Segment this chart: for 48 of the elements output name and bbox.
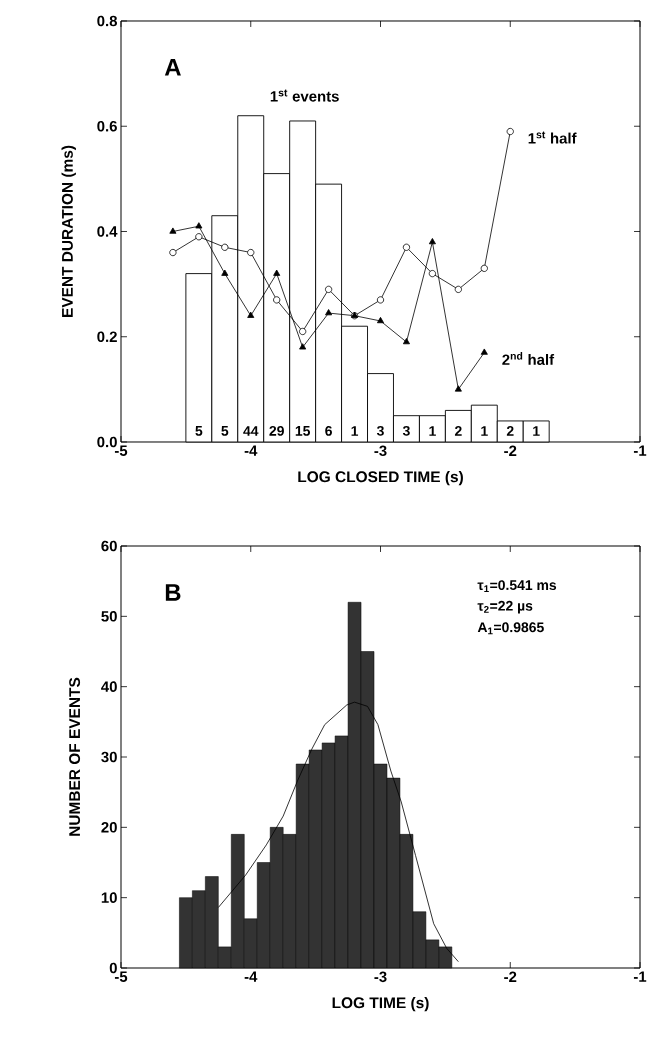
annotation: 3 xyxy=(402,425,410,436)
annotation: 5 xyxy=(195,426,203,436)
annotation: 15 xyxy=(295,426,311,436)
annotation: B xyxy=(165,584,181,601)
annotation: 44 xyxy=(243,426,259,436)
x-axis-title: LOG TIME (s) xyxy=(332,996,429,1012)
y-tick-label: 10 xyxy=(101,892,117,903)
series-label: 2$^{nd}$ half xyxy=(502,352,555,365)
y-tick-label: 60 xyxy=(101,540,117,552)
annotation: 2 xyxy=(454,426,462,436)
x-tick-label: -2 xyxy=(504,971,517,982)
x-tick-label: -4 xyxy=(244,971,258,982)
x-tick-label: -5 xyxy=(114,445,128,456)
annotation: τ$_{1}$=0.541 ms xyxy=(477,580,557,593)
y-tick-label: 30 xyxy=(101,751,117,763)
y-tick-label: 40 xyxy=(101,681,117,692)
y-tick-label: 50 xyxy=(101,611,117,622)
y-tick-label: 0.0 xyxy=(97,436,117,448)
y-axis-title: EVENT DURATION (ms) xyxy=(61,145,76,317)
annotation: A$_{1}$=0.9865 xyxy=(477,622,544,635)
y-tick-label: 0.2 xyxy=(97,331,117,343)
annotation: 29 xyxy=(269,425,284,436)
annotation: 1 xyxy=(481,426,488,436)
annotation: A xyxy=(164,59,181,76)
annotation: 2 xyxy=(506,426,514,436)
y-axis-title: NUMBER OF EVENTS xyxy=(69,677,81,836)
annotation: τ$_{2}$=22 µs xyxy=(477,600,533,614)
series-label: 1$^{st}$ events xyxy=(270,89,339,102)
annotation: 5 xyxy=(221,426,229,436)
annotation: 1 xyxy=(429,426,436,436)
x-tick-label: -1 xyxy=(633,971,647,982)
x-tick-label: -4 xyxy=(244,445,258,456)
x-tick-label: -3 xyxy=(374,971,387,983)
x-tick-label: -5 xyxy=(114,971,128,982)
annotation: 1 xyxy=(351,426,359,436)
y-tick-label: 0.6 xyxy=(97,120,117,132)
x-tick-label: -2 xyxy=(504,445,517,456)
annotation: 1 xyxy=(533,426,540,436)
y-tick-label: 0.8 xyxy=(97,15,118,27)
x-axis-title: LOG CLOSED TIME (s) xyxy=(298,470,463,486)
series-label: 1$^{st}$ half xyxy=(528,131,577,144)
x-tick-label: -3 xyxy=(374,445,387,457)
y-tick-label: 20 xyxy=(101,822,117,833)
y-tick-label: 0.4 xyxy=(97,226,118,237)
y-tick-label: 0 xyxy=(109,962,117,974)
annotation: 6 xyxy=(325,425,332,436)
x-tick-label: -1 xyxy=(633,445,647,456)
annotation: 3 xyxy=(376,425,384,436)
